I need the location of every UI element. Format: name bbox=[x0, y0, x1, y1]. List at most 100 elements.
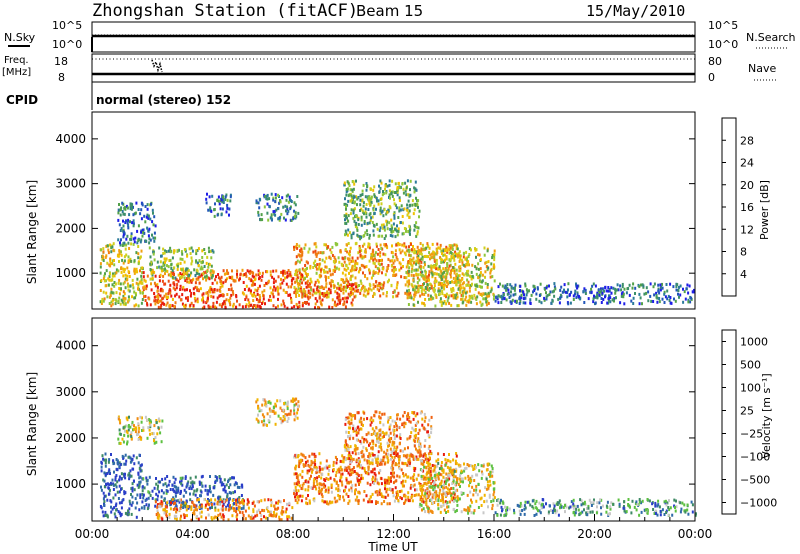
echo-cell bbox=[384, 184, 387, 188]
echo-cell bbox=[424, 291, 427, 294]
echo-cell bbox=[411, 499, 414, 503]
echo-cell bbox=[222, 482, 225, 486]
echo-cell bbox=[217, 508, 220, 512]
echo-cell bbox=[153, 258, 156, 262]
echo-cell bbox=[352, 287, 355, 291]
echo-cell bbox=[164, 267, 166, 271]
echo-cell bbox=[554, 287, 557, 291]
echo-cell bbox=[234, 490, 236, 494]
echo-cell bbox=[461, 277, 464, 281]
echo-cell bbox=[222, 518, 225, 522]
echo-cell bbox=[409, 295, 412, 299]
echo-cell bbox=[163, 499, 166, 502]
echo-cell bbox=[414, 187, 417, 191]
echo-cell bbox=[103, 297, 106, 301]
echo-cell bbox=[107, 248, 110, 252]
echo-cell bbox=[149, 262, 152, 266]
echo-cell bbox=[380, 477, 383, 481]
echo-cell bbox=[137, 224, 140, 228]
echo-cell bbox=[140, 230, 143, 234]
echo-cell bbox=[337, 487, 340, 491]
echo-cell bbox=[179, 275, 182, 279]
echo-cell bbox=[397, 181, 400, 185]
echo-cell bbox=[353, 268, 356, 272]
echo-cell bbox=[514, 292, 517, 296]
echo-cell bbox=[108, 302, 111, 305]
echo-cell bbox=[330, 251, 333, 255]
echo-cell bbox=[183, 288, 186, 292]
echo-cell bbox=[266, 202, 269, 206]
echo-cell bbox=[293, 489, 296, 493]
echo-cell bbox=[138, 453, 141, 457]
echo-cell bbox=[301, 487, 304, 491]
echo-cell bbox=[358, 284, 360, 287]
echo-cell bbox=[612, 286, 615, 290]
echo-cell bbox=[430, 473, 433, 477]
echo-cell bbox=[417, 300, 419, 304]
echo-cell bbox=[210, 294, 213, 298]
echo-cell bbox=[369, 495, 372, 499]
echo-cell bbox=[119, 213, 122, 217]
echo-cell bbox=[338, 469, 341, 473]
echo-cell bbox=[619, 301, 622, 305]
echo-cell bbox=[450, 271, 452, 275]
echo-cell bbox=[214, 278, 217, 282]
echo-cell bbox=[226, 277, 228, 281]
echo-cell bbox=[372, 233, 375, 237]
echo-cell bbox=[290, 306, 293, 310]
echo-cell bbox=[127, 255, 130, 259]
echo-cell bbox=[156, 511, 159, 515]
echo-cell bbox=[280, 518, 283, 522]
echo-cell bbox=[149, 432, 151, 436]
echo-cell bbox=[594, 301, 597, 305]
echo-cell bbox=[685, 287, 688, 291]
echo-cell bbox=[346, 481, 349, 485]
echo-cell bbox=[314, 306, 316, 310]
echo-cell bbox=[592, 297, 595, 301]
echo-cell bbox=[191, 259, 194, 263]
echo-cell bbox=[403, 242, 406, 246]
echo-cell bbox=[346, 216, 348, 220]
echo-cell bbox=[372, 294, 374, 298]
echo-cell bbox=[394, 268, 397, 272]
echo-cell bbox=[301, 469, 304, 473]
echo-cell bbox=[373, 211, 376, 215]
echo-cell bbox=[453, 258, 456, 262]
echo-cell bbox=[229, 504, 231, 508]
echo-cell bbox=[448, 244, 451, 248]
echo-cell bbox=[156, 432, 159, 436]
echo-cell bbox=[545, 295, 548, 299]
echo-cell bbox=[401, 182, 404, 186]
echo-cell bbox=[260, 499, 263, 503]
echo-cell bbox=[412, 212, 415, 216]
echo-cell bbox=[224, 507, 227, 511]
echo-cell bbox=[570, 290, 573, 294]
echo-cell bbox=[367, 500, 370, 504]
echo-cell bbox=[267, 218, 270, 222]
echo-cell bbox=[210, 249, 212, 253]
echo-cell bbox=[344, 248, 347, 251]
echo-cell bbox=[439, 274, 441, 278]
echo-cell bbox=[452, 475, 455, 479]
echo-cell bbox=[287, 193, 290, 197]
echo-cell bbox=[388, 221, 391, 225]
echo-cell bbox=[132, 219, 135, 223]
echo-cell bbox=[110, 304, 113, 308]
echo-cell bbox=[249, 271, 252, 275]
echo-cell bbox=[153, 299, 156, 303]
echo-cell bbox=[233, 507, 236, 511]
echo-cell bbox=[365, 229, 368, 233]
echo-cell bbox=[383, 478, 386, 482]
echo-cell bbox=[309, 291, 312, 295]
echo-cell bbox=[124, 273, 127, 277]
echo-cell bbox=[255, 400, 258, 404]
echo-cell bbox=[374, 479, 377, 483]
echo-cell bbox=[628, 283, 631, 287]
echo-cell bbox=[691, 290, 694, 294]
echo-cell bbox=[621, 282, 624, 286]
echo-cell bbox=[357, 270, 360, 274]
echo-cell bbox=[419, 242, 422, 245]
echo-cell bbox=[423, 293, 426, 296]
echo-cell bbox=[335, 304, 338, 308]
echo-cell bbox=[435, 459, 438, 463]
